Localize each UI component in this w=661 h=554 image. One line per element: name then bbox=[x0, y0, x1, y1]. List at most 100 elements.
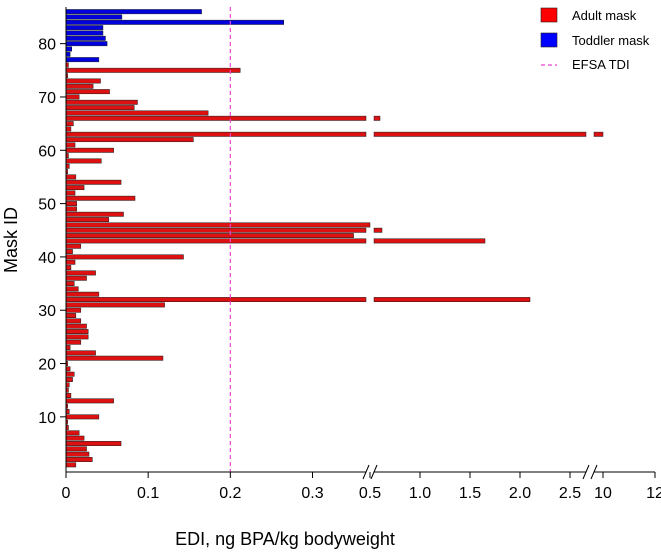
x-tick-label-0.2: 0.2 bbox=[219, 485, 241, 502]
legend: Adult mask Toddler mask EFSA TDI bbox=[540, 7, 650, 72]
bar-adult-mask-41 bbox=[65, 249, 73, 255]
bar-adult-mask-29 bbox=[65, 313, 77, 318]
bar-toddler-mask-78 bbox=[65, 51, 71, 57]
bar-adult-mask-3 bbox=[65, 451, 90, 457]
bar-adult-mask-54 bbox=[65, 179, 122, 185]
bar-adult-mask-2 bbox=[65, 457, 93, 462]
bar-toddler-mask-84 bbox=[65, 19, 284, 25]
axis-break-mark-1-2 bbox=[370, 464, 378, 480]
bar-adult-mask-4 bbox=[65, 446, 87, 452]
bar-adult-mask-70 bbox=[65, 94, 80, 100]
bar-adult-mask-17 bbox=[65, 377, 73, 382]
bar-adult-mask-31 bbox=[65, 302, 165, 308]
bar-adult-mask-55 bbox=[65, 174, 77, 180]
bar-adult-mask-62 bbox=[65, 137, 194, 143]
bar-adult-mask-39 bbox=[65, 259, 76, 265]
bar-adult-mask-42 bbox=[65, 243, 82, 249]
bar-adult-mask-58 bbox=[65, 158, 102, 164]
bar-adult-mask-10 bbox=[65, 414, 100, 420]
bar-adult-mask-51 bbox=[65, 195, 136, 201]
bar-adult-mask-68 bbox=[65, 105, 135, 111]
x-axis-title: EDI, ng BPA/kg bodyweight bbox=[175, 529, 395, 549]
bar-adult-mask-32-part2 bbox=[373, 297, 531, 303]
bar-toddler-mask-79 bbox=[65, 46, 72, 52]
bar-adult-mask-52 bbox=[65, 190, 76, 196]
bar-adult-mask-53 bbox=[65, 185, 85, 191]
bar-adult-mask-33 bbox=[65, 291, 100, 297]
bar-adult-mask-63-part1 bbox=[65, 131, 367, 137]
bar-adult-mask-45-part2 bbox=[373, 227, 383, 233]
bar-adult-mask-6 bbox=[65, 435, 85, 441]
bar-adult-mask-38 bbox=[65, 265, 72, 271]
x-axis-ticks: 0 0.1 0.2 0.3 0.5 1.0 1.5 2.0 2.5 10 12 bbox=[62, 472, 661, 502]
bar-adult-mask-18 bbox=[65, 371, 75, 377]
y-tick-label-30: 30 bbox=[38, 303, 56, 320]
bar-toddler-mask-85 bbox=[65, 14, 123, 20]
bar-adult-mask-46 bbox=[65, 222, 371, 228]
bar-toddler-mask-83 bbox=[65, 25, 104, 31]
legend-label-tdi: EFSA TDI bbox=[572, 57, 630, 72]
bar-adult-mask-1 bbox=[65, 462, 77, 468]
axis-break-mark-2-1 bbox=[582, 464, 590, 480]
bar-adult-mask-69 bbox=[65, 99, 138, 105]
legend-swatch-toddler bbox=[540, 32, 558, 48]
y-tick-label-70: 70 bbox=[38, 90, 56, 107]
bar-adult-mask-48 bbox=[65, 211, 124, 217]
bar-adult-mask-73 bbox=[65, 78, 101, 84]
bar-adult-mask-67 bbox=[65, 110, 209, 116]
bar-adult-mask-36 bbox=[65, 275, 87, 281]
legend-label-toddler: Toddler mask bbox=[572, 33, 650, 48]
bar-adult-mask-63-part3 bbox=[593, 131, 604, 137]
bar-adult-mask-26 bbox=[65, 329, 89, 334]
x-tick-label-2.5: 2.5 bbox=[559, 485, 581, 502]
axes-group bbox=[65, 7, 655, 480]
y-tick-label-10: 10 bbox=[38, 410, 56, 427]
bar-toddler-mask-77 bbox=[65, 57, 100, 63]
bar-adult-mask-44 bbox=[65, 233, 354, 239]
y-tick-label-80: 80 bbox=[38, 37, 56, 54]
y-axis-title: Mask ID bbox=[1, 207, 21, 273]
x-tick-label-1.0: 1.0 bbox=[409, 485, 431, 502]
bar-adult-mask-25 bbox=[65, 334, 89, 340]
x-tick-label-0.5: 0.5 bbox=[359, 485, 381, 502]
bar-adult-mask-47 bbox=[65, 217, 109, 223]
bar-adult-mask-22 bbox=[65, 350, 96, 356]
x-tick-label-12: 12 bbox=[646, 485, 661, 502]
bar-adult-mask-63-part2 bbox=[373, 131, 587, 137]
bar-adult-mask-13 bbox=[65, 398, 114, 404]
bar-adult-mask-40 bbox=[65, 254, 184, 260]
x-tick-label-1.5: 1.5 bbox=[459, 485, 481, 502]
bar-adult-mask-24 bbox=[65, 339, 82, 345]
bar-adult-mask-61 bbox=[65, 142, 76, 148]
bar-adult-mask-45-part1 bbox=[65, 227, 367, 233]
y-tick-label-40: 40 bbox=[38, 250, 56, 267]
bar-toddler-mask-86 bbox=[65, 9, 202, 15]
bar-toddler-mask-81 bbox=[65, 35, 106, 41]
bar-adult-mask-34 bbox=[65, 286, 79, 292]
bars-group bbox=[65, 9, 604, 468]
x-tick-label-2.0: 2.0 bbox=[509, 485, 531, 502]
y-tick-label-60: 60 bbox=[38, 143, 56, 160]
bar-adult-mask-5 bbox=[65, 441, 122, 446]
bar-adult-mask-43-part2 bbox=[373, 238, 486, 244]
bar-adult-mask-66-part1 bbox=[65, 115, 367, 121]
y-axis-ticks: 10 20 30 40 50 60 70 80 bbox=[38, 37, 66, 427]
bar-adult-mask-28 bbox=[65, 318, 82, 324]
bar-adult-mask-60 bbox=[65, 147, 114, 153]
legend-label-adult: Adult mask bbox=[572, 8, 637, 23]
bar-adult-mask-32-part1 bbox=[65, 297, 367, 303]
bar-adult-mask-7 bbox=[65, 430, 80, 436]
y-tick-label-50: 50 bbox=[38, 197, 56, 214]
bar-adult-mask-66-part2 bbox=[373, 115, 381, 121]
bar-adult-mask-71 bbox=[65, 89, 110, 95]
bar-adult-mask-75 bbox=[65, 67, 241, 73]
x-tick-label-0.3: 0.3 bbox=[301, 485, 323, 502]
x-tick-label-10: 10 bbox=[594, 485, 612, 502]
bar-adult-mask-37 bbox=[65, 270, 96, 276]
bar-adult-mask-65 bbox=[65, 121, 74, 127]
x-tick-label-0: 0 bbox=[62, 485, 71, 502]
y-tick-label-20: 20 bbox=[38, 357, 56, 374]
bar-adult-mask-14 bbox=[65, 393, 72, 398]
